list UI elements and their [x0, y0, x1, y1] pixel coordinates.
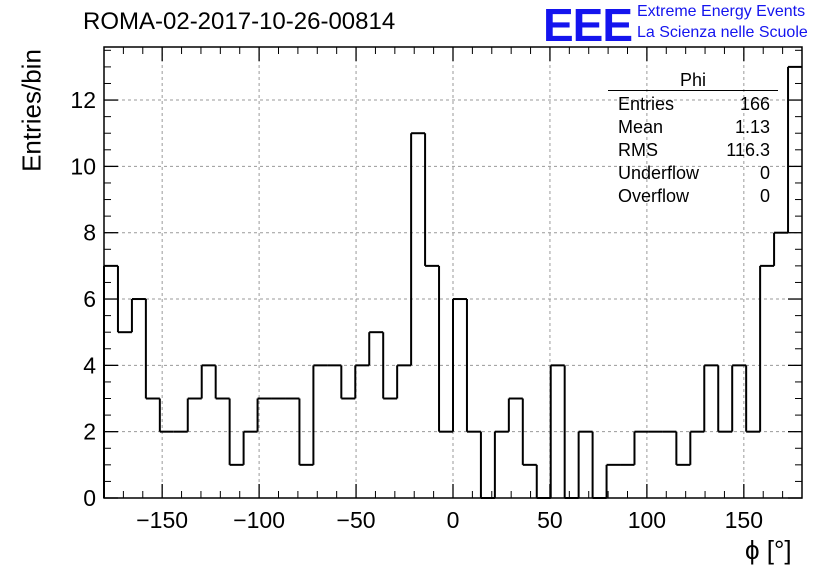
stat-value: 166: [739, 94, 770, 114]
y-tick-label: 4: [83, 352, 96, 378]
eee-logo-mark: EEE: [543, 0, 633, 51]
y-tick-label: 8: [83, 220, 96, 246]
y-tick-label: 2: [83, 419, 96, 445]
x-tick-label: −100: [233, 507, 285, 533]
logo-caption-line1: Extreme Energy Events: [637, 3, 806, 20]
x-tick-label: −50: [337, 507, 376, 533]
stat-value: 1.13: [734, 117, 770, 137]
y-tick-label: 10: [70, 153, 96, 179]
stat-label: Mean: [618, 117, 664, 137]
x-tick-label: 50: [537, 507, 563, 533]
stat-row-mean: Mean 1.13: [608, 116, 778, 139]
stat-value: 0: [759, 163, 770, 183]
stat-value: 116.3: [726, 140, 770, 160]
stat-row-rms: RMS 116.3: [608, 139, 778, 162]
stat-label: RMS: [618, 140, 658, 160]
stats-box: Phi Entries 166 Mean 1.13 RMS 116.3 Unde…: [608, 70, 778, 208]
y-tick-label: 12: [70, 87, 96, 113]
stats-divider: [608, 90, 778, 91]
logo-caption-line2: La Scienza nelle Scuole: [637, 24, 808, 41]
x-tick-label: 0: [447, 507, 460, 533]
x-tick-label: 150: [725, 507, 763, 533]
x-axis-label: ϕ [°]: [745, 535, 792, 565]
stat-label: Underflow: [618, 163, 700, 183]
stat-label: Entries: [618, 94, 675, 114]
x-tick-label: 100: [628, 507, 666, 533]
stat-row-underflow: Underflow 0: [608, 162, 778, 185]
y-tick-label: 0: [83, 485, 96, 511]
y-axis-label: Entries/bin: [16, 49, 47, 172]
chart-title: ROMA-02-2017-10-26-00814: [83, 8, 396, 35]
x-tick-label: −150: [136, 507, 188, 533]
stat-row-overflow: Overflow 0: [608, 185, 778, 208]
stat-row-entries: Entries 166: [608, 93, 778, 116]
y-tick-label: 6: [83, 286, 96, 312]
stats-title: Phi: [679, 70, 706, 90]
stat-value: 0: [759, 186, 770, 206]
stat-label: Overflow: [618, 186, 690, 206]
